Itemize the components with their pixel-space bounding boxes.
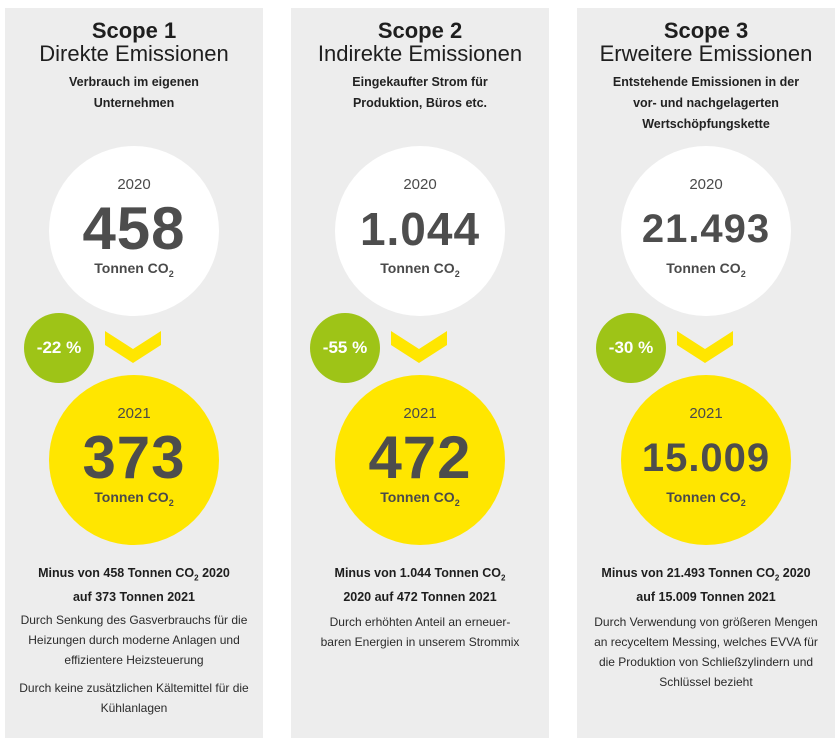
scope-title: Scope 1 [91, 18, 177, 43]
measure-note: Durch erhöhten Anteil an erneuer- baren … [297, 612, 543, 652]
year-label: 2020 [117, 176, 151, 193]
scope-subtitle: Direkte Emissionen [39, 41, 229, 66]
emissions-value: 15.009 [641, 436, 771, 480]
scope-1-panel: Scope 1 Direkte Emissionen Verbrauch im … [5, 8, 263, 738]
emissions-value: 21.493 [641, 207, 771, 251]
measure-note: Durch keine zusätzlichen Kältemittel für… [11, 678, 257, 718]
emissions-value: 373 [82, 424, 186, 491]
summary-line: auf 15.009 Tonnen 2021 [636, 589, 776, 604]
year-label: 2020 [403, 176, 437, 193]
description-line: Entstehende Emissionen in der [612, 75, 800, 89]
summary-subscript: 2 [774, 573, 780, 583]
reduction-summary: Minus von 21.493 Tonnen CO2 2020 auf 15.… [583, 564, 829, 607]
summary-line: Minus von 1.044 Tonnen CO2 [297, 564, 543, 588]
summary-text: 2020 [779, 566, 811, 580]
year-label: 2021 [117, 405, 151, 422]
year-label: 2020 [689, 176, 723, 193]
summary-subscript: 2 [501, 573, 506, 583]
year-label: 2021 [689, 405, 723, 422]
description-line: Wertschöpfungskette [642, 117, 770, 131]
chevron-down-icon [105, 331, 161, 363]
emissions-2020-circle: 2020 21.493 Tonnen CO2 [621, 146, 791, 316]
reduction-summary: Minus von 1.044 Tonnen CO2 2020 auf 472 … [297, 564, 543, 607]
measure-note: Durch Verwendung von größeren Mengen an … [583, 612, 829, 692]
emissions-value: 458 [82, 195, 186, 262]
description-line: Eingekaufter Strom für [352, 75, 488, 89]
unit-text: Tonnen CO [666, 260, 741, 276]
description-line: Unternehmen [93, 96, 175, 110]
note-line: Kühlanlagen [100, 701, 168, 715]
emissions-2021-circle: 2021 373 Tonnen CO2 [49, 375, 219, 545]
unit-subscript: 2 [168, 268, 174, 279]
unit-text: Tonnen CO [94, 489, 169, 505]
description-line: Verbrauch im eigenen [69, 75, 199, 89]
unit-label: Tonnen CO2 [621, 489, 791, 508]
unit-subscript: 2 [168, 497, 174, 508]
note-line: die Produktion von Schließzylindern und [598, 655, 814, 669]
emissions-2021-circle: 2021 472 Tonnen CO2 [335, 375, 505, 545]
scope-title: Scope 2 [377, 18, 463, 43]
note-line: Durch Senkung des Gasverbrauchs für die [20, 613, 248, 627]
unit-text: Tonnen CO [94, 260, 169, 276]
description-line: Produktion, Büros etc. [352, 96, 488, 110]
scope-title: Scope 3 [663, 18, 749, 43]
unit-label: Tonnen CO2 [621, 260, 791, 279]
note-line: Durch keine zusätzlichen Kältemittel für… [19, 681, 249, 695]
emissions-2020-circle: 2020 1.044 Tonnen CO2 [335, 146, 505, 316]
unit-label: Tonnen CO2 [49, 489, 219, 508]
summary-text: Minus von 458 Tonnen CO [38, 566, 195, 580]
unit-subscript: 2 [740, 268, 746, 279]
note-line: Schlüssel bezieht [659, 675, 753, 689]
scope-description: Eingekaufter Strom für Produktion, Büros… [301, 72, 539, 114]
unit-label: Tonnen CO2 [335, 260, 505, 279]
scope-2-panel: Scope 2 Indirekte Emissionen Eingekaufte… [291, 8, 549, 738]
chevron-down-icon [677, 331, 733, 363]
emissions-2020-circle: 2020 458 Tonnen CO2 [49, 146, 219, 316]
note-line: effizientere Heizsteuerung [64, 653, 204, 667]
change-badge: -30 % [596, 313, 666, 383]
note-line: Durch erhöhten Anteil an erneuer- [329, 615, 511, 629]
emissions-value: 472 [368, 424, 472, 491]
change-badge: -22 % [24, 313, 94, 383]
scope-description: Entstehende Emissionen in der vor- und n… [587, 72, 825, 135]
scope-3-panel: Scope 3 Erweitere Emissionen Entstehende… [577, 8, 835, 738]
measure-note: Durch Senkung des Gasverbrauchs für die … [11, 610, 257, 670]
emissions-2021-circle: 2021 15.009 Tonnen CO2 [621, 375, 791, 545]
note-line: Durch Verwendung von größeren Mengen [594, 615, 818, 629]
summary-subscript: 2 [194, 573, 199, 583]
scope-subtitle: Erweitere Emissionen [599, 41, 813, 66]
change-badge: -55 % [310, 313, 380, 383]
year-label: 2021 [403, 405, 437, 422]
summary-text: 2020 [198, 566, 230, 580]
scope-description: Verbrauch im eigenen Unternehmen [15, 72, 253, 114]
summary-line: 2020 auf 472 Tonnen 2021 [343, 589, 497, 604]
description-line: vor- und nachgelagerten [633, 96, 779, 110]
unit-text: Tonnen CO [380, 260, 455, 276]
summary-text: Minus von 1.044 Tonnen CO [334, 566, 501, 580]
unit-text: Tonnen CO [666, 489, 741, 505]
chevron-down-icon [391, 331, 447, 363]
scope-subtitle: Indirekte Emissionen [317, 41, 523, 66]
unit-label: Tonnen CO2 [335, 489, 505, 508]
summary-line: auf 373 Tonnen 2021 [72, 589, 196, 604]
note-line: Heizungen durch moderne Anlagen und [28, 633, 240, 647]
emissions-value: 1.044 [359, 203, 481, 255]
unit-label: Tonnen CO2 [49, 260, 219, 279]
summary-line: Minus von 458 Tonnen CO2 2020 [11, 564, 257, 588]
unit-subscript: 2 [454, 268, 460, 279]
unit-subscript: 2 [740, 497, 746, 508]
reduction-summary: Minus von 458 Tonnen CO2 2020 auf 373 To… [11, 564, 257, 607]
summary-text: Minus von 21.493 Tonnen CO [601, 566, 775, 580]
summary-line: Minus von 21.493 Tonnen CO2 2020 [583, 564, 829, 588]
unit-text: Tonnen CO [380, 489, 455, 505]
unit-subscript: 2 [454, 497, 460, 508]
note-line: baren Energien in unserem Strommix [320, 635, 520, 649]
note-line: an recyceltem Messing, welches EVVA für [594, 635, 818, 649]
